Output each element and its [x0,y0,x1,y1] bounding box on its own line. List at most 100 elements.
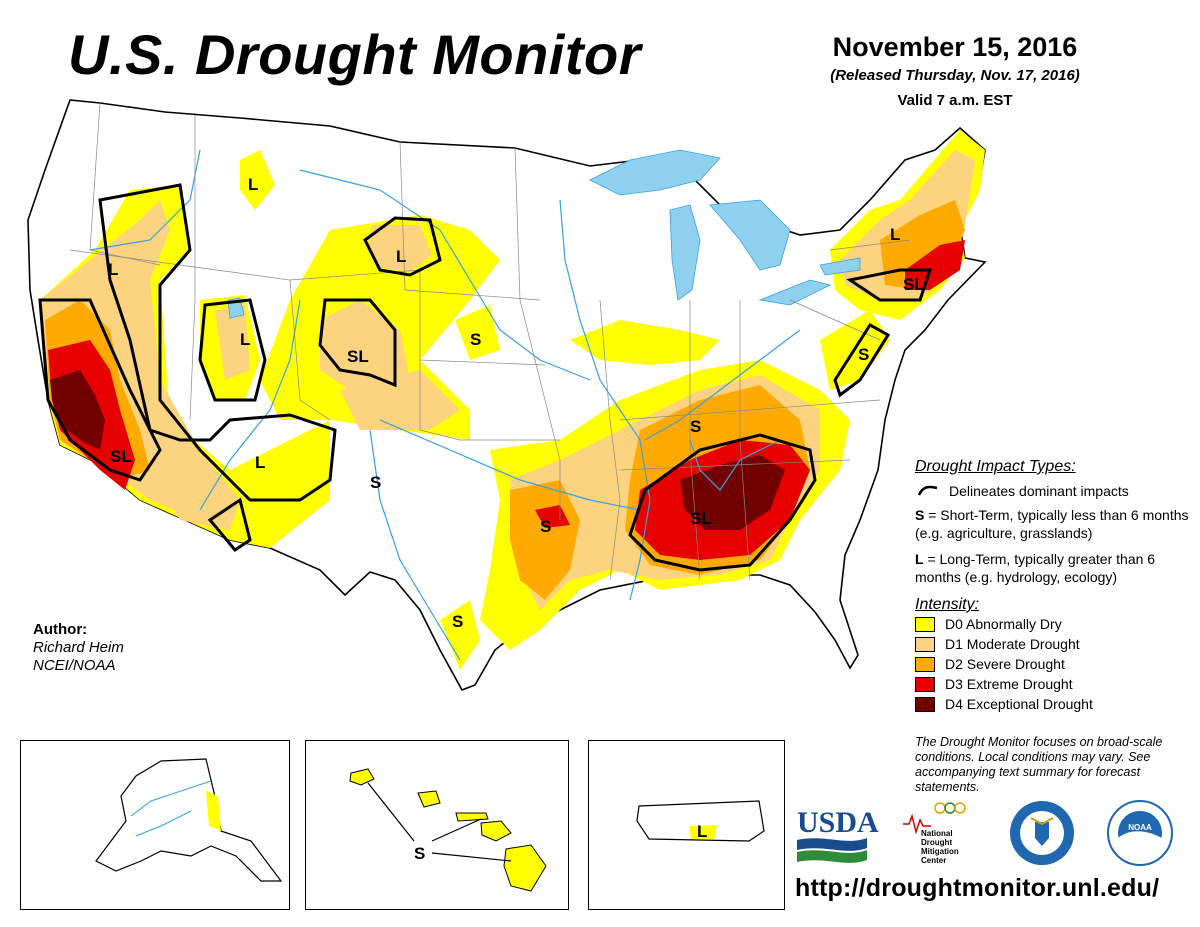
logos-bar: USDA National Drought Mitigation Center … [797,800,1173,866]
svg-text:National: National [921,829,953,838]
lake-michigan [669,204,701,301]
border-line [619,399,881,421]
label-hawaii: S [414,844,425,863]
map-date: November 15, 2016 [832,32,1078,62]
d1-black-hills [368,225,432,272]
label-oregon: L [108,260,118,279]
intensity-swatch [915,696,935,712]
long-term-text: = Long-Term, typically greater than 6 mo… [915,551,1156,585]
d3-oklahoma [535,505,570,528]
short-term-legend: S = Short-Term, typically less than 6 mo… [915,506,1200,542]
alaska-map [95,758,283,882]
pointer-oahu [431,818,482,842]
border-line [189,115,196,421]
d4-areas [50,370,785,530]
ohio-river [644,329,801,441]
d1-great-basin [215,305,250,380]
svg-text:Center: Center [921,856,946,865]
label-kentucky: S [690,417,701,436]
label-california: SL [110,447,132,466]
maui [480,820,512,842]
intensity-item-4: D4 Exceptional Drought [915,694,1200,714]
impact-types-title: Drought Impact Types: [915,458,1076,475]
author-label: Author: [33,621,88,638]
impact-boundary-great-basin [198,298,267,402]
label-nevada-arizona: L [255,453,265,472]
svg-text:NOAA: NOAA [1128,823,1152,832]
hawaii-inset: S [305,740,569,910]
intensity-item-2: D2 Severe Drought [915,654,1200,674]
label-southern-new-england: SL [903,275,925,294]
lake-ontario [819,257,861,276]
state-borders [69,102,911,581]
impact-letters: L L L SL L S SL L S S S S SL L SL S [108,175,925,631]
d0-montana [240,150,275,210]
border-line [419,429,560,441]
intensity-item-1: D1 Moderate Drought [915,634,1200,654]
author-org: NCEI/NOAA [33,657,116,674]
rio-grande [369,429,461,661]
date-block: November 15, 2016 (Released Thursday, No… [790,32,1120,109]
border-line [829,239,911,251]
kauai [349,768,375,786]
intensity-title: Intensity: [915,596,980,613]
d4-california [50,370,105,450]
impact-boundary-wyoming [318,298,397,388]
oahu [417,790,441,808]
delineates-text: Delineates dominant impacts [949,483,1129,499]
alaska-d0 [206,791,221,831]
label-black-hills: L [396,247,406,266]
lake-erie [758,279,832,306]
border-line [69,249,331,421]
impact-boundary-southeast [628,433,817,572]
puerto-rico-map: L [636,800,765,842]
intensity-item-3: D3 Extreme Drought [915,674,1200,694]
intensity-label: D0 Abnormally Dry [945,616,1062,632]
usda-logo: USDA [797,806,879,863]
great-lakes [227,149,861,319]
missouri-river [299,169,591,381]
map-title: U.S. Drought Monitor [68,23,642,86]
short-term-text: = Short-Term, typically less than 6 mont… [915,507,1189,541]
author-block: Author: Richard Heim NCEI/NOAA [33,621,124,675]
label-new-mexico: S [370,473,381,492]
intensity-item-0: D0 Abnormally Dry [915,614,1200,634]
impact-boundary-oregon [98,183,337,502]
long-term-letter: L [915,551,924,567]
intensity-label: D3 Extreme Drought [945,676,1073,692]
label-new-york: L [890,225,900,244]
impact-boundary-virginia [833,323,891,398]
author-name: Richard Heim [33,639,124,656]
pointer-big-island [431,852,512,862]
disclaimer-note: The Drought Monitor focuses on broad-sca… [915,735,1163,794]
legend: Drought Impact Types: Delineates dominan… [915,458,1200,714]
short-term-letter: S [915,507,925,523]
yukon-river [130,780,212,817]
label-montana: L [248,175,258,194]
border-line [89,102,161,266]
arkansas-river [379,419,641,511]
molokai [455,812,489,822]
commerce-seal [1010,801,1074,865]
impact-boundary-black-hills [363,216,442,277]
puerto-rico-d0 [689,825,717,839]
puerto-rico-inset: L [588,740,785,910]
label-southeast: SL [690,509,712,528]
ndmc-logo: National Drought Mitigation Center [903,802,966,865]
impact-boundary-northeast [846,268,933,302]
intensity-list: D0 Abnormally Dry D1 Moderate Drought D2 S… [915,614,1200,714]
border-line [514,147,561,520]
mississippi-river [559,199,651,601]
d3-new-england [905,240,965,290]
d0-midwest [570,320,720,365]
impact-boundary-arizona [207,497,252,552]
boundary-line-icon [917,485,938,496]
impact-boundary-california [38,298,162,482]
tennessee-river [689,439,781,491]
website-url[interactable]: http://droughtmonitor.unl.edu/ [795,874,1160,902]
hawaii-map: S [349,768,547,892]
impact-boundaries [38,183,933,572]
intensity-swatch [915,616,935,632]
valid-time: Valid 7 a.m. EST [897,92,1013,109]
